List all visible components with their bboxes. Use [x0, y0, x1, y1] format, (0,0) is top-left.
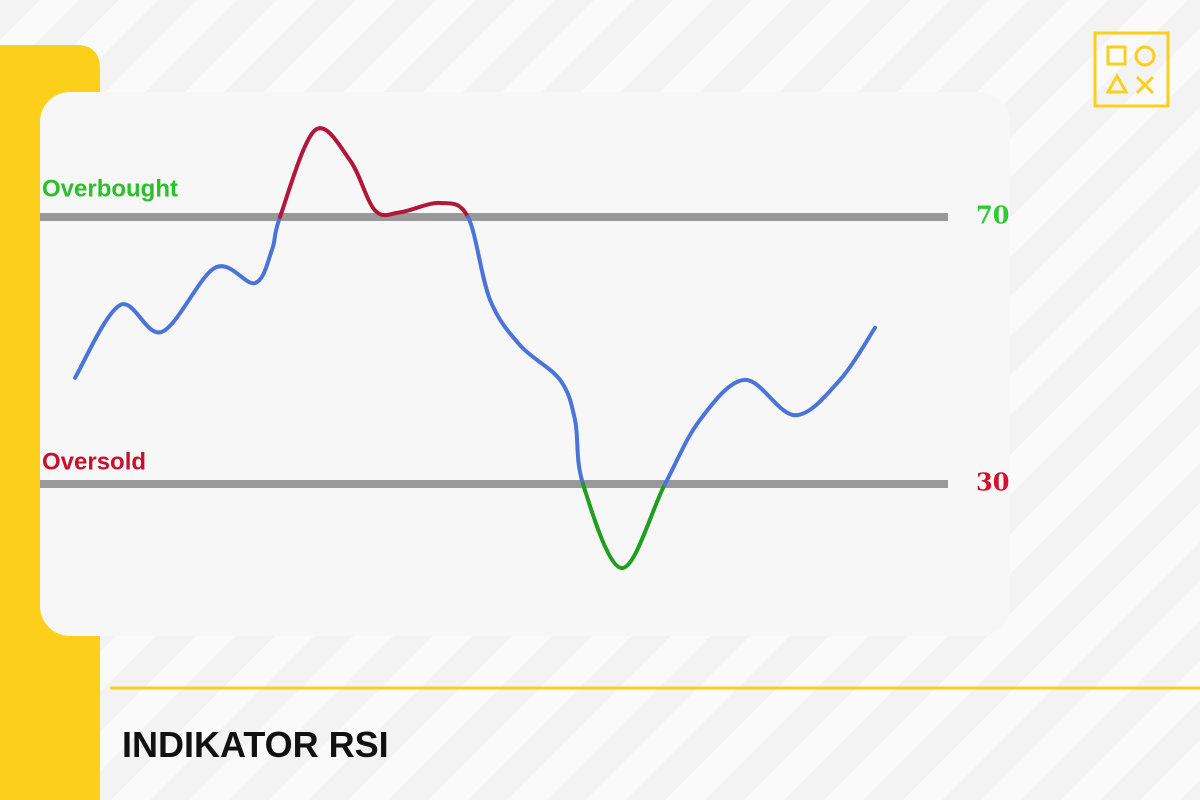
chart-card [40, 92, 1010, 636]
rsi-line [581, 482, 667, 571]
y-tick-label: 70 [976, 201, 1009, 230]
page-title: INDIKATOR RSI [122, 724, 389, 765]
logo [1093, 31, 1170, 108]
rsi-line [278, 126, 470, 219]
rsi-line [73, 215, 282, 380]
rsi-line [466, 215, 585, 486]
rsi-line [663, 325, 877, 486]
y-tick-label: 30 [976, 468, 1009, 497]
annotation: Overbought [42, 175, 178, 202]
annotation: Oversold [42, 448, 146, 475]
